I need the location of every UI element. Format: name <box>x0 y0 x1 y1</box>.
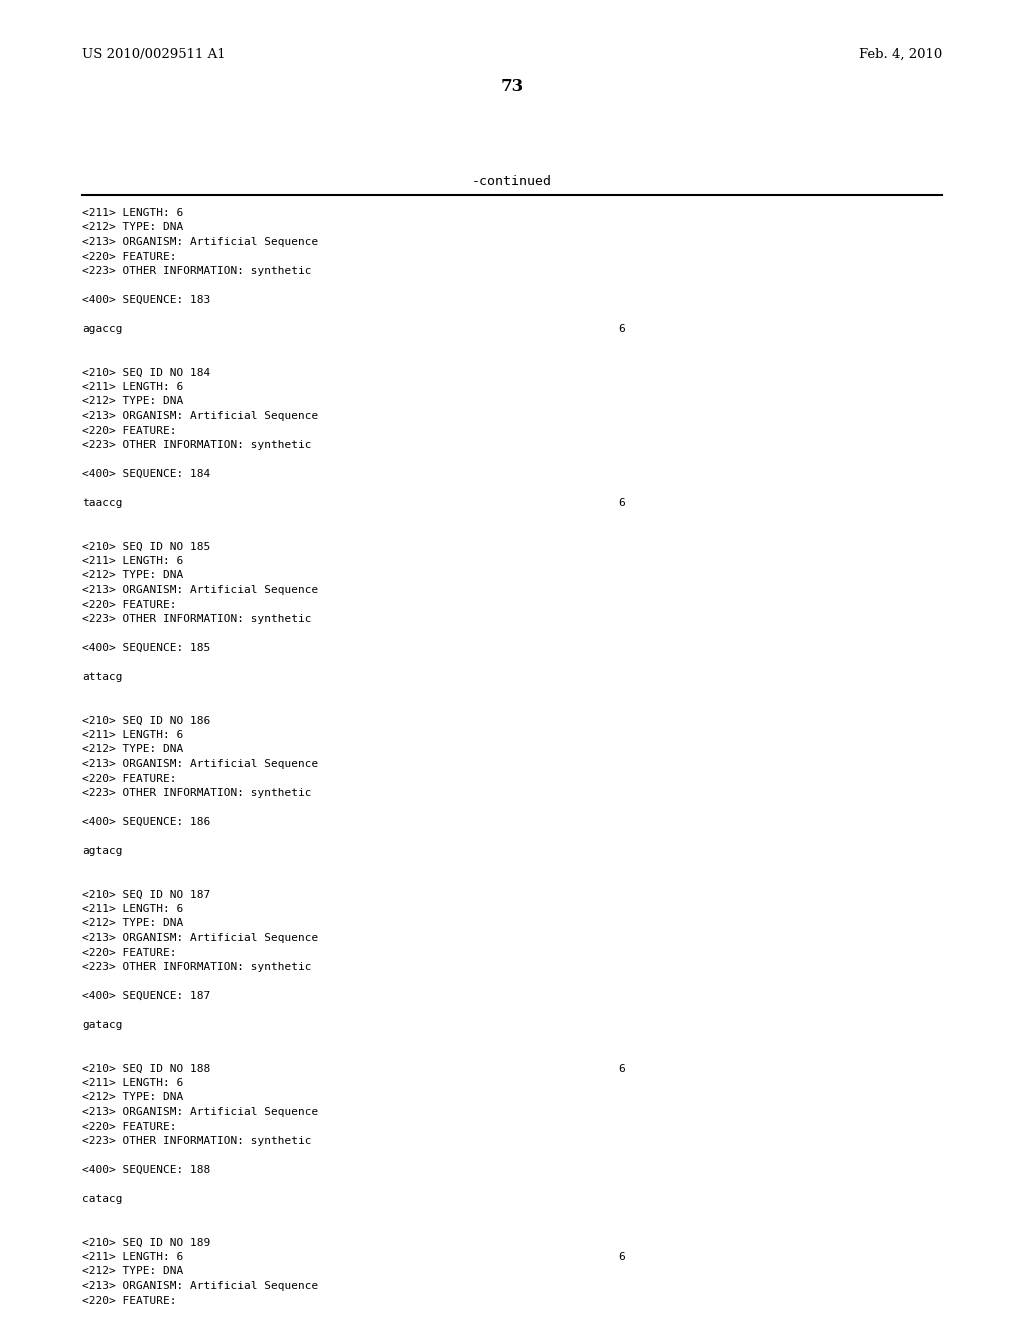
Text: <220> FEATURE:: <220> FEATURE: <box>82 774 176 784</box>
Text: <211> LENGTH: 6: <211> LENGTH: 6 <box>82 381 183 392</box>
Text: <211> LENGTH: 6: <211> LENGTH: 6 <box>82 730 183 741</box>
Text: attacg: attacg <box>82 672 123 682</box>
Text: <212> TYPE: DNA: <212> TYPE: DNA <box>82 570 183 581</box>
Text: <211> LENGTH: 6: <211> LENGTH: 6 <box>82 904 183 913</box>
Text: agtacg: agtacg <box>82 846 123 855</box>
Text: <400> SEQUENCE: 183: <400> SEQUENCE: 183 <box>82 294 210 305</box>
Text: agaccg: agaccg <box>82 323 123 334</box>
Text: <213> ORGANISM: Artificial Sequence: <213> ORGANISM: Artificial Sequence <box>82 759 318 770</box>
Text: US 2010/0029511 A1: US 2010/0029511 A1 <box>82 48 225 61</box>
Text: <211> LENGTH: 6: <211> LENGTH: 6 <box>82 1078 183 1088</box>
Text: <400> SEQUENCE: 185: <400> SEQUENCE: 185 <box>82 643 210 653</box>
Text: <223> OTHER INFORMATION: synthetic: <223> OTHER INFORMATION: synthetic <box>82 1137 311 1146</box>
Text: <210> SEQ ID NO 185: <210> SEQ ID NO 185 <box>82 541 210 552</box>
Text: <220> FEATURE:: <220> FEATURE: <box>82 1122 176 1131</box>
Text: <213> ORGANISM: Artificial Sequence: <213> ORGANISM: Artificial Sequence <box>82 1280 318 1291</box>
Text: <210> SEQ ID NO 189: <210> SEQ ID NO 189 <box>82 1238 210 1247</box>
Text: <213> ORGANISM: Artificial Sequence: <213> ORGANISM: Artificial Sequence <box>82 411 318 421</box>
Text: <212> TYPE: DNA: <212> TYPE: DNA <box>82 396 183 407</box>
Text: <213> ORGANISM: Artificial Sequence: <213> ORGANISM: Artificial Sequence <box>82 1107 318 1117</box>
Text: <211> LENGTH: 6: <211> LENGTH: 6 <box>82 556 183 566</box>
Text: catacg: catacg <box>82 1195 123 1204</box>
Text: <213> ORGANISM: Artificial Sequence: <213> ORGANISM: Artificial Sequence <box>82 585 318 595</box>
Text: <212> TYPE: DNA: <212> TYPE: DNA <box>82 744 183 755</box>
Text: <400> SEQUENCE: 186: <400> SEQUENCE: 186 <box>82 817 210 828</box>
Text: Feb. 4, 2010: Feb. 4, 2010 <box>859 48 942 61</box>
Text: 6: 6 <box>618 1064 625 1073</box>
Text: <220> FEATURE:: <220> FEATURE: <box>82 1295 176 1305</box>
Text: <223> OTHER INFORMATION: synthetic: <223> OTHER INFORMATION: synthetic <box>82 962 311 972</box>
Text: <223> OTHER INFORMATION: synthetic: <223> OTHER INFORMATION: synthetic <box>82 267 311 276</box>
Text: <220> FEATURE:: <220> FEATURE: <box>82 425 176 436</box>
Text: <210> SEQ ID NO 188: <210> SEQ ID NO 188 <box>82 1064 210 1073</box>
Text: <220> FEATURE:: <220> FEATURE: <box>82 948 176 957</box>
Text: gatacg: gatacg <box>82 1020 123 1030</box>
Text: <223> OTHER INFORMATION: synthetic: <223> OTHER INFORMATION: synthetic <box>82 788 311 799</box>
Text: <212> TYPE: DNA: <212> TYPE: DNA <box>82 1093 183 1102</box>
Text: <211> LENGTH: 6: <211> LENGTH: 6 <box>82 1251 183 1262</box>
Text: <400> SEQUENCE: 184: <400> SEQUENCE: 184 <box>82 469 210 479</box>
Text: <220> FEATURE:: <220> FEATURE: <box>82 252 176 261</box>
Text: 73: 73 <box>501 78 523 95</box>
Text: <210> SEQ ID NO 184: <210> SEQ ID NO 184 <box>82 367 210 378</box>
Text: -continued: -continued <box>472 176 552 187</box>
Text: <213> ORGANISM: Artificial Sequence: <213> ORGANISM: Artificial Sequence <box>82 238 318 247</box>
Text: <400> SEQUENCE: 188: <400> SEQUENCE: 188 <box>82 1166 210 1175</box>
Text: 6: 6 <box>618 323 625 334</box>
Text: <220> FEATURE:: <220> FEATURE: <box>82 599 176 610</box>
Text: <212> TYPE: DNA: <212> TYPE: DNA <box>82 223 183 232</box>
Text: <223> OTHER INFORMATION: synthetic: <223> OTHER INFORMATION: synthetic <box>82 614 311 624</box>
Text: <213> ORGANISM: Artificial Sequence: <213> ORGANISM: Artificial Sequence <box>82 933 318 942</box>
Text: <210> SEQ ID NO 187: <210> SEQ ID NO 187 <box>82 890 210 899</box>
Text: 6: 6 <box>618 498 625 508</box>
Text: <210> SEQ ID NO 186: <210> SEQ ID NO 186 <box>82 715 210 726</box>
Text: <212> TYPE: DNA: <212> TYPE: DNA <box>82 919 183 928</box>
Text: <400> SEQUENCE: 187: <400> SEQUENCE: 187 <box>82 991 210 1001</box>
Text: 6: 6 <box>618 1251 625 1262</box>
Text: <211> LENGTH: 6: <211> LENGTH: 6 <box>82 209 183 218</box>
Text: <223> OTHER INFORMATION: synthetic: <223> OTHER INFORMATION: synthetic <box>82 440 311 450</box>
Text: <212> TYPE: DNA: <212> TYPE: DNA <box>82 1266 183 1276</box>
Text: taaccg: taaccg <box>82 498 123 508</box>
